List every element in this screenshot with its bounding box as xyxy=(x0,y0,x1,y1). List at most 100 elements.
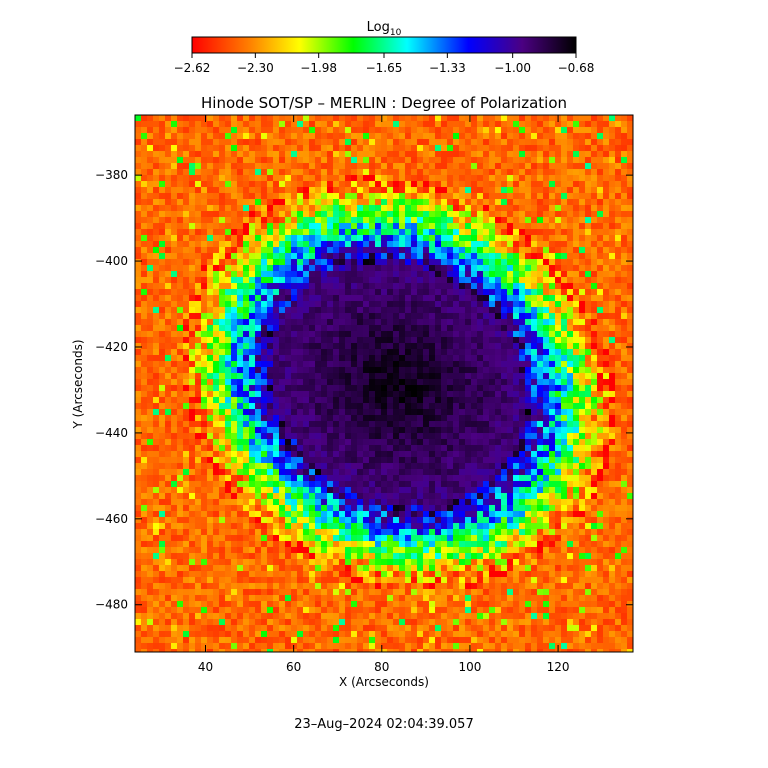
heatmap-cell xyxy=(543,337,549,343)
heatmap-cell xyxy=(333,373,339,379)
heatmap-cell xyxy=(261,211,267,217)
heatmap-cell xyxy=(333,289,339,295)
heatmap-cell xyxy=(549,139,555,145)
heatmap-cell xyxy=(189,391,195,397)
heatmap-cell xyxy=(393,397,399,403)
heatmap-cell xyxy=(609,331,615,337)
heatmap-cell xyxy=(489,349,495,355)
heatmap-cell xyxy=(309,193,315,199)
heatmap-cell xyxy=(285,385,291,391)
heatmap-cell xyxy=(309,319,315,325)
heatmap-cell xyxy=(405,205,411,211)
heatmap-cell xyxy=(525,115,531,121)
heatmap-cell xyxy=(483,187,489,193)
heatmap-cell xyxy=(369,271,375,277)
heatmap-cell xyxy=(555,355,561,361)
heatmap-cell xyxy=(399,127,405,133)
heatmap-cell xyxy=(591,151,597,157)
heatmap-cell xyxy=(237,349,243,355)
heatmap-cell xyxy=(555,337,561,343)
heatmap-cell xyxy=(309,463,315,469)
heatmap-cell xyxy=(201,277,207,283)
heatmap-cell xyxy=(261,415,267,421)
heatmap-cell xyxy=(261,271,267,277)
heatmap-cell xyxy=(441,379,447,385)
heatmap-cell xyxy=(375,409,381,415)
heatmap-cell xyxy=(153,235,159,241)
heatmap-cell xyxy=(165,289,171,295)
heatmap-cell xyxy=(255,139,261,145)
heatmap-cell xyxy=(381,301,387,307)
heatmap-cell xyxy=(237,409,243,415)
heatmap-cell xyxy=(417,397,423,403)
heatmap-cell xyxy=(177,301,183,307)
heatmap-cell xyxy=(549,319,555,325)
heatmap-cell xyxy=(417,139,423,145)
heatmap-cell xyxy=(459,199,465,205)
heatmap-cell xyxy=(363,349,369,355)
heatmap-cell xyxy=(615,439,621,445)
heatmap-cell xyxy=(465,337,471,343)
heatmap-cell xyxy=(525,151,531,157)
heatmap-cell xyxy=(621,397,627,403)
heatmap-cell xyxy=(567,409,573,415)
heatmap-cell xyxy=(333,301,339,307)
heatmap-cell xyxy=(183,373,189,379)
heatmap-cell xyxy=(171,469,177,475)
heatmap-cell xyxy=(255,337,261,343)
heatmap-cell xyxy=(513,397,519,403)
heatmap-cell xyxy=(207,181,213,187)
heatmap-cell xyxy=(531,169,537,175)
heatmap-cell xyxy=(519,229,525,235)
heatmap-cell xyxy=(243,373,249,379)
heatmap-cell xyxy=(561,157,567,163)
heatmap-cell xyxy=(537,421,543,427)
heatmap-cell xyxy=(261,217,267,223)
heatmap-cell xyxy=(315,199,321,205)
heatmap-cell xyxy=(531,157,537,163)
heatmap-cell xyxy=(597,319,603,325)
heatmap-cell xyxy=(285,235,291,241)
heatmap-cell xyxy=(603,301,609,307)
heatmap-cell xyxy=(411,133,417,139)
heatmap-cell xyxy=(243,403,249,409)
colorbar-tick-label: −1.65 xyxy=(366,61,403,75)
heatmap-cell xyxy=(357,229,363,235)
heatmap-cell xyxy=(423,295,429,301)
heatmap-cell xyxy=(267,139,273,145)
heatmap-cell xyxy=(387,427,393,433)
heatmap-cell xyxy=(171,361,177,367)
heatmap-cell xyxy=(399,295,405,301)
heatmap-cell xyxy=(267,253,273,259)
heatmap-cell xyxy=(447,463,453,469)
heatmap-cell xyxy=(423,169,429,175)
heatmap-cell xyxy=(615,361,621,367)
heatmap-cell xyxy=(285,223,291,229)
heatmap-cell xyxy=(543,205,549,211)
heatmap-cell xyxy=(555,229,561,235)
heatmap-cell xyxy=(339,355,345,361)
heatmap-cell xyxy=(495,241,501,247)
heatmap-cell xyxy=(147,277,153,283)
heatmap-cell xyxy=(183,145,189,151)
heatmap-cell xyxy=(405,313,411,319)
heatmap-cell xyxy=(423,409,429,415)
heatmap-cell xyxy=(549,397,555,403)
heatmap-cell xyxy=(249,175,255,181)
heatmap-cell xyxy=(411,391,417,397)
heatmap-cell xyxy=(285,145,291,151)
heatmap-cell xyxy=(321,451,327,457)
heatmap-cell xyxy=(489,241,495,247)
heatmap-cell xyxy=(501,397,507,403)
heatmap-cell xyxy=(387,469,393,475)
heatmap-cell xyxy=(435,151,441,157)
heatmap-cell xyxy=(393,235,399,241)
heatmap-cell xyxy=(207,223,213,229)
heatmap-cell xyxy=(429,271,435,277)
heatmap-cell xyxy=(135,463,141,469)
heatmap-cell xyxy=(141,469,147,475)
heatmap-cell xyxy=(405,151,411,157)
heatmap-cell xyxy=(147,325,153,331)
heatmap-cell xyxy=(393,463,399,469)
heatmap-cell xyxy=(255,193,261,199)
